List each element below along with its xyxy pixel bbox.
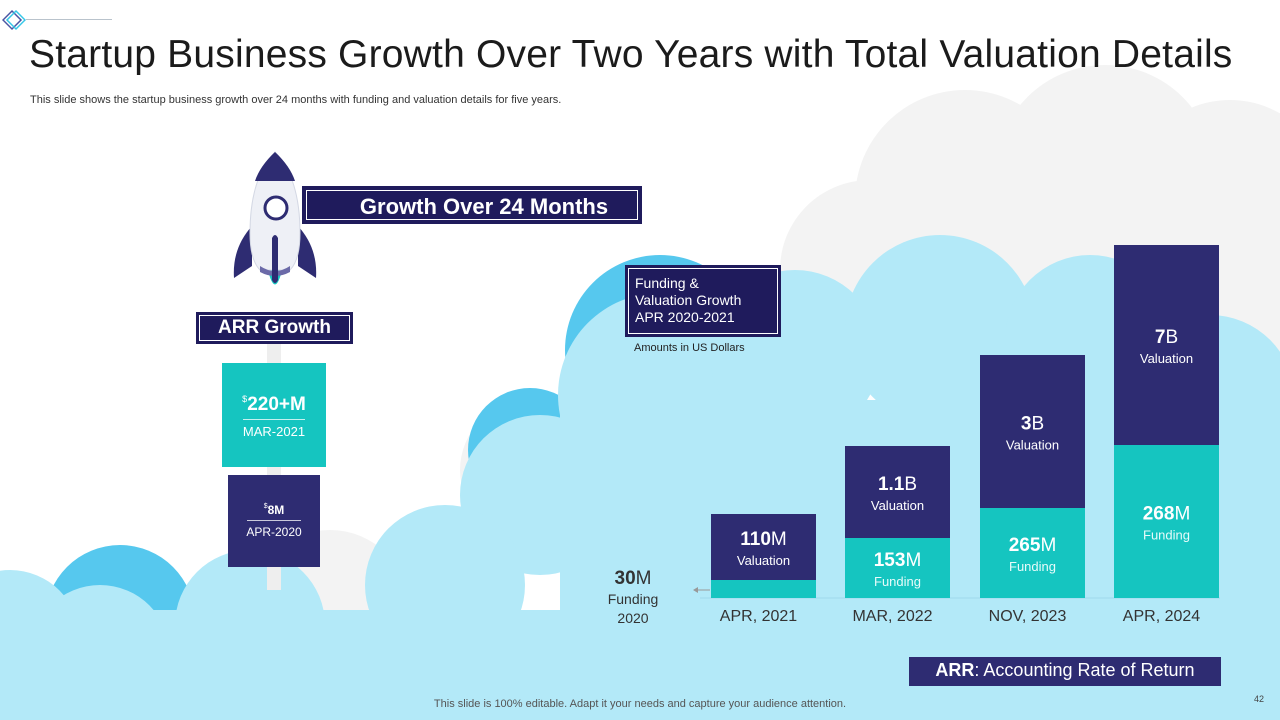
arr-date: APR-2020: [246, 525, 302, 539]
initial-funding-year: 2020: [617, 610, 648, 626]
arr-growth-label: ARR Growth: [196, 312, 353, 344]
initial-funding-label: Funding: [608, 591, 659, 607]
valuation-value-label: 1.1B: [878, 474, 917, 495]
currency-note: Amounts in US Dollars: [634, 342, 745, 354]
footnote-definition: : Accounting Rate of Return: [974, 660, 1195, 680]
valuation-series-label: Valuation: [1006, 438, 1059, 453]
bar-valuation-1: [845, 446, 950, 538]
legend-line: Valuation Growth: [635, 292, 742, 308]
footnote-term: ARR: [935, 660, 975, 680]
arr-growth-label-text: ARR Growth: [218, 317, 331, 338]
slide-title: Startup Business Growth Over Two Years w…: [29, 33, 1233, 76]
arr-card-apr-2020: $8M APR-2020: [228, 475, 320, 567]
valuation-value-label: 110M: [740, 529, 786, 550]
bar-valuation-2: [980, 355, 1085, 508]
divider: [247, 520, 301, 521]
funding-value-label: 153M: [874, 550, 922, 571]
initial-funding-value: 30M: [615, 568, 652, 589]
funding-series-label: Funding: [1009, 559, 1056, 574]
growth-banner: Growth Over 24 Months: [302, 186, 642, 224]
bar-funding-1: [845, 538, 950, 598]
arr-amount: 220+M: [247, 394, 306, 415]
arr-value: $8M: [264, 503, 285, 517]
bar-funding-2: [980, 508, 1085, 598]
arrow-left-icon: [693, 587, 698, 593]
valuation-series-label: Valuation: [737, 553, 790, 568]
x-tick-label: MAR, 2022: [852, 608, 932, 625]
funding-series-label: Funding: [1143, 528, 1190, 543]
bar-valuation-3: [1114, 245, 1219, 445]
x-tick-label: APR, 2024: [1123, 608, 1200, 625]
rocket-icon: [233, 151, 317, 285]
slide-footer: This slide is 100% editable. Adapt it yo…: [433, 698, 847, 710]
arr-card-mar-2021: $220+M MAR-2021: [222, 363, 326, 467]
bar-funding-3: [1114, 445, 1219, 598]
page-number: 42: [1253, 694, 1264, 704]
x-tick-label: NOV, 2023: [989, 608, 1067, 625]
valuation-series-label: Valuation: [871, 498, 924, 513]
funding-value-label: 265M: [1009, 535, 1057, 556]
x-tick-label: APR, 2021: [720, 608, 797, 625]
brand-logo-icon: [2, 9, 26, 31]
slide-subtitle: This slide shows the startup business gr…: [30, 94, 562, 106]
chart-legend-box: Funding & Valuation Growth APR 2020-2021: [625, 265, 781, 337]
arr-amount: 8M: [267, 503, 285, 517]
growth-banner-text: Growth Over 24 Months: [359, 194, 609, 219]
header-rule: [26, 19, 112, 20]
legend-line: Funding &: [635, 275, 699, 291]
arr-date: MAR-2021: [242, 424, 306, 439]
funding-value-label: 268M: [1143, 504, 1191, 525]
legend-line: APR 2020-2021: [635, 309, 735, 325]
bar-funding-0: [711, 580, 816, 598]
valuation-series-label: Valuation: [1140, 351, 1193, 366]
currency-symbol: $: [263, 503, 268, 510]
divider: [243, 419, 305, 420]
bar-valuation-0: [711, 514, 816, 580]
valuation-value-label: 7B: [1155, 327, 1178, 348]
funding-series-label: Funding: [874, 574, 921, 589]
valuation-value-label: 3B: [1021, 414, 1044, 435]
arr-value: $220+M: [242, 394, 306, 416]
currency-symbol: $: [242, 394, 248, 404]
arr-definition-footnote: ARR: Accounting Rate of Return: [909, 657, 1221, 686]
